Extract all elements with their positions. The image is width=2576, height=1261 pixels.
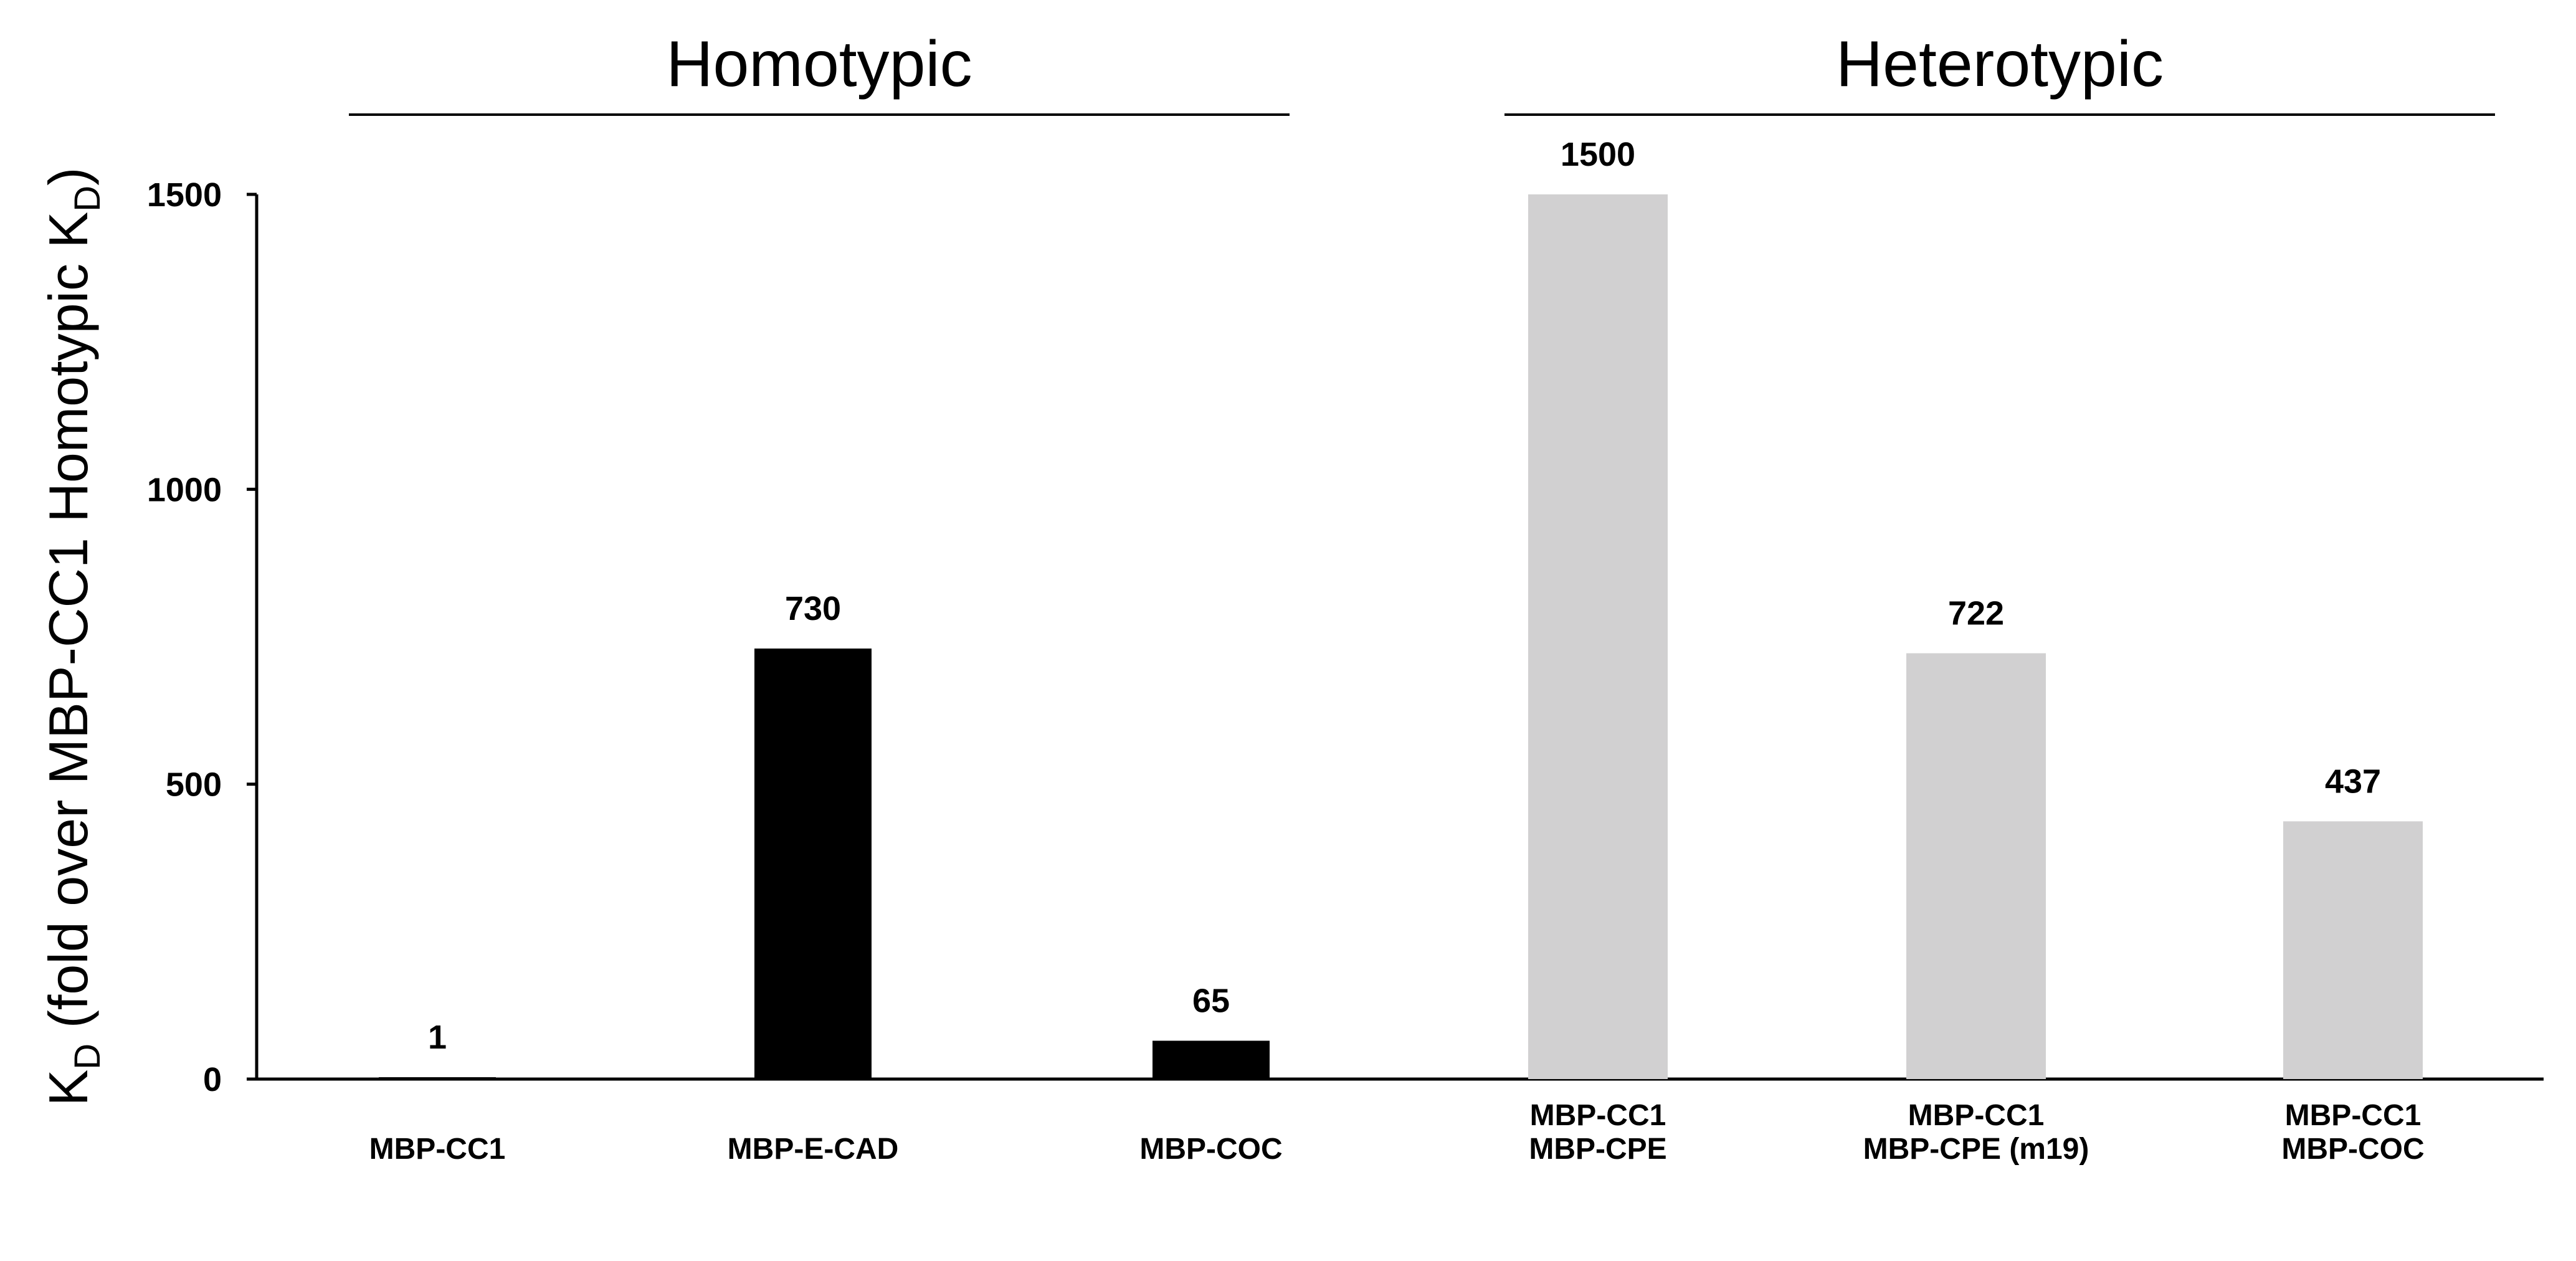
- category-label: MBP-COC: [2281, 1133, 2424, 1166]
- bar: [2283, 821, 2423, 1079]
- category-label: MBP-CC1: [1530, 1099, 1666, 1132]
- data-labels: 1 730 65 1500 722 437: [428, 136, 2381, 1056]
- data-label: 730: [785, 590, 841, 627]
- y-ticks: 0 500 1000 1500: [147, 176, 257, 1098]
- y-tick-label: 0: [203, 1061, 222, 1098]
- group-title: Homotypic: [666, 28, 972, 100]
- bar: [754, 648, 872, 1079]
- group-headers: Homotypic Heterotypic: [349, 28, 2495, 116]
- category-labels: MBP-CC1 MBP-E-CAD MBP-COCMBP-CC1MBP-CPEMBP…: [369, 1099, 2425, 1166]
- y-tick-label: 1000: [147, 471, 222, 508]
- bar: [1528, 194, 1668, 1079]
- bars: [379, 194, 2423, 1079]
- axes: [255, 194, 2544, 1081]
- y-tick-label: 500: [166, 766, 222, 804]
- bar: [1906, 653, 2046, 1079]
- category-label: MBP-COC: [1139, 1133, 1282, 1166]
- category-label: MBP-CC1: [369, 1133, 506, 1166]
- data-label: 437: [2325, 763, 2381, 800]
- data-label: 722: [1948, 595, 2004, 632]
- y-tick-label: 1500: [147, 176, 222, 214]
- category-label: MBP-CPE (m19): [1863, 1133, 2089, 1166]
- category-label: MBP-CC1: [1908, 1099, 2045, 1132]
- category-label: MBP-CC1: [2285, 1099, 2422, 1132]
- data-label: 1: [428, 1019, 447, 1056]
- bar: [379, 1077, 496, 1079]
- data-label: 65: [1192, 982, 1230, 1019]
- data-label: 1500: [1561, 136, 1635, 173]
- category-label: MBP-E-CAD: [728, 1133, 899, 1166]
- y-axis-title: KD (fold over MBP-CC1 Homotypic KD): [37, 168, 108, 1106]
- group-title: Heterotypic: [1836, 28, 2164, 100]
- bar: [1153, 1040, 1270, 1079]
- category-label: MBP-CPE: [1529, 1133, 1666, 1166]
